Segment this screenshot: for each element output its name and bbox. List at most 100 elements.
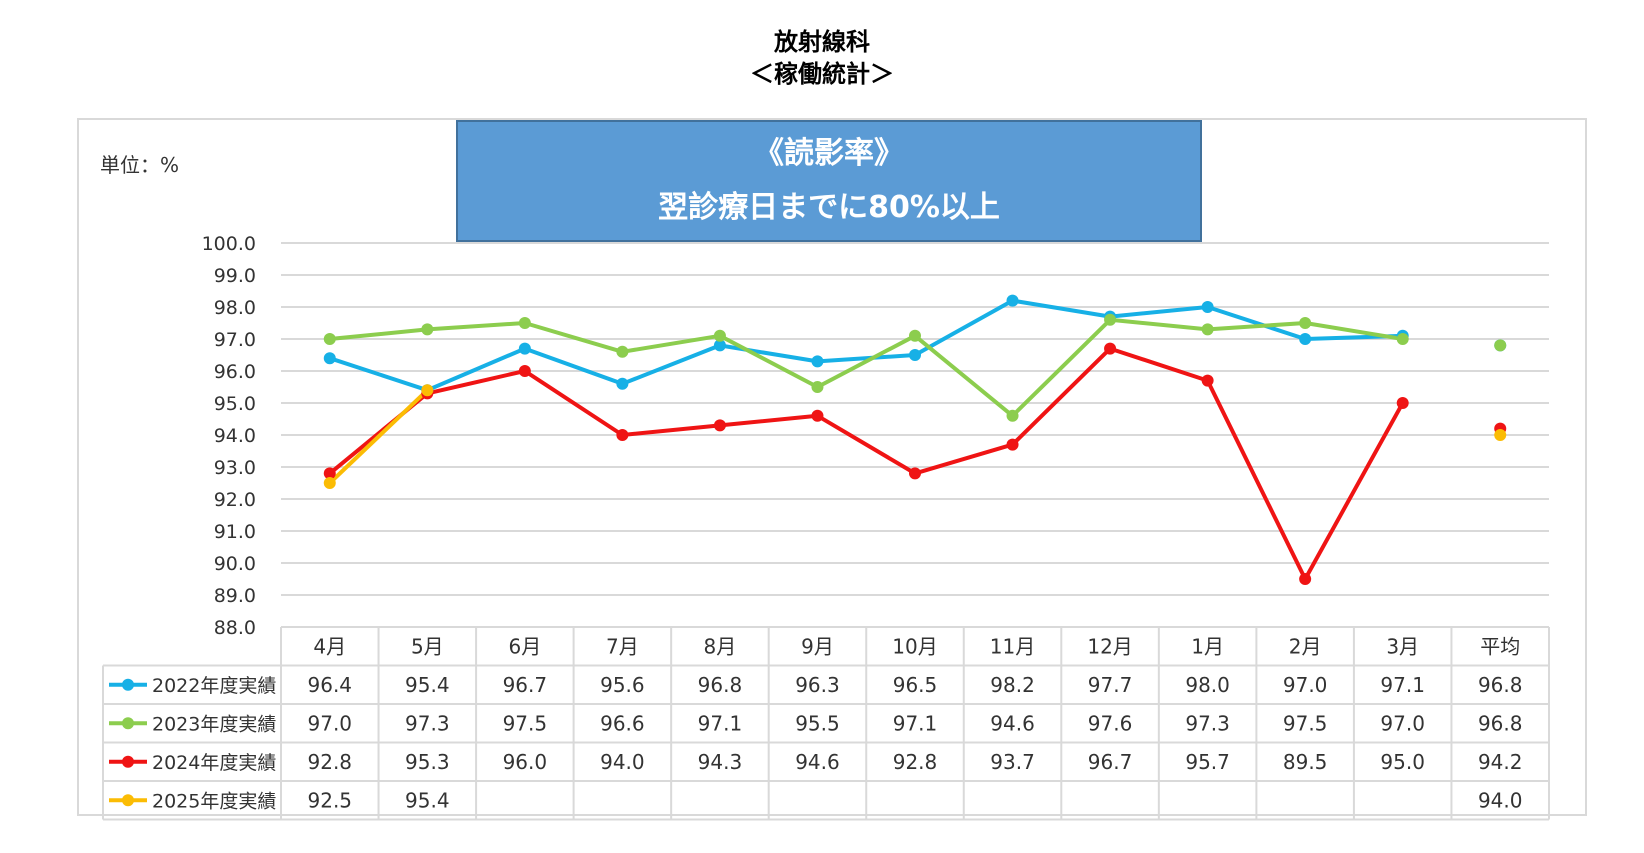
data-point [1006,409,1019,422]
series-line [328,388,429,485]
x-category-label: 6月 [508,634,541,658]
data-cell-value: 94.6 [795,750,840,774]
data-cell-value: 97.6 [1088,711,1133,735]
data-cell-value: 95.4 [405,673,450,697]
y-tick-label: 94.0 [214,425,256,447]
data-cell-value: 94.2 [1478,750,1523,774]
data-point [421,323,434,336]
data-cell-value: 96.8 [1478,711,1523,735]
chart-title-banner: 《読影率》 翌診療日までに80%以上 [456,120,1202,242]
data-cell-value: 98.2 [990,673,1035,697]
chart-title: 《読影率》 [754,136,904,171]
data-cell-value: 97.0 [308,711,353,735]
legend-label: 2024年度実績 [152,752,276,774]
data-cell-value: 97.0 [1283,673,1328,697]
data-point [323,467,336,480]
x-category-label: 8月 [704,634,737,658]
data-point [811,409,824,422]
data-point [616,377,629,390]
series-line [328,346,1405,581]
y-tick-label: 97.0 [214,329,256,351]
legend-swatch-marker [122,717,134,730]
y-tick-label: 93.0 [214,457,256,479]
data-cell-value: 92.8 [308,750,353,774]
data-point [1396,333,1409,345]
y-tick-label: 95.0 [214,393,256,415]
data-point [518,342,531,355]
data-point [1494,429,1507,441]
data-point [323,333,336,345]
data-point [421,384,434,397]
page-title: 放射線科 ＜稼働統計＞ [0,26,1644,90]
data-cell-value: 93.7 [990,750,1035,774]
data-point [518,317,531,329]
x-category-label: 2月 [1289,634,1322,658]
data-cell-value: 97.0 [1380,711,1425,735]
data-point [1201,323,1214,336]
data-cell-value: 98.0 [1185,673,1230,697]
data-cell-value: 94.6 [990,711,1035,735]
x-category-label: 12月 [1087,634,1132,658]
y-tick-label: 100.0 [202,233,256,255]
data-cell-value: 96.7 [1088,750,1133,774]
data-point [616,345,629,358]
data-point [323,352,336,365]
legend-label: 2025年度実績 [152,790,276,812]
data-point [1299,317,1312,329]
data-cell-value: 92.8 [893,750,938,774]
data-point [1006,294,1019,307]
x-category-label: 1月 [1191,634,1224,658]
data-cell-value: 96.4 [308,673,353,697]
legend-label: 2022年度実績 [152,675,276,697]
y-tick-label: 92.0 [214,489,256,511]
data-point [1201,374,1214,387]
data-cell-value: 95.7 [1185,750,1230,774]
data-cell-value: 92.5 [308,788,353,812]
y-tick-label: 90.0 [214,553,256,575]
data-cell-value: 94.0 [600,750,645,774]
series-line [329,298,1403,393]
data-cell-value: 97.3 [1185,711,1230,735]
data-cell-value: 96.8 [698,673,743,697]
data-cell-value: 97.7 [1088,673,1133,697]
data-cell-value: 96.6 [600,711,645,735]
data-cell-value: 97.5 [1283,711,1328,735]
data-cell-value: 96.7 [503,673,548,697]
data-point [811,355,824,368]
y-tick-label: 98.0 [214,297,256,319]
data-point [811,381,824,393]
x-category-label: 11月 [990,634,1035,658]
data-cell-value: 95.0 [1380,750,1425,774]
y-tick-label: 89.0 [214,585,256,607]
legend-label: 2023年度実績 [152,713,276,735]
legend-swatch-marker [122,794,134,807]
data-cell-value: 95.4 [405,788,450,812]
chart-subtitle: 翌診療日までに80%以上 [658,190,1000,225]
data-point [1299,573,1312,585]
data-cell-value: 97.3 [405,711,450,735]
data-cell-value: 95.3 [405,750,450,774]
data-point [1006,438,1019,451]
data-cell-value: 97.1 [893,711,938,735]
data-point [909,329,921,342]
data-cell-value: 94.3 [698,750,743,774]
x-category-label: 3月 [1386,634,1419,658]
x-category-label: 5月 [411,634,444,658]
data-point [616,429,629,441]
data-point [1396,397,1409,409]
data-point [909,349,921,361]
data-cell-value: 97.1 [698,711,743,735]
data-point [713,339,726,352]
data-point [323,477,336,489]
data-cell-value: 96.8 [1478,673,1523,697]
data-cell-value: 96.3 [795,673,840,697]
data-cell-value: 94.0 [1478,788,1523,812]
y-tick-label: 99.0 [214,265,256,287]
x-category-label: 平均 [1480,634,1520,658]
data-point [909,467,921,480]
unit-label: 単位：% [100,153,180,177]
data-cell-value: 89.5 [1283,750,1328,774]
data-point [1201,301,1214,313]
x-category-label: 4月 [313,634,346,658]
